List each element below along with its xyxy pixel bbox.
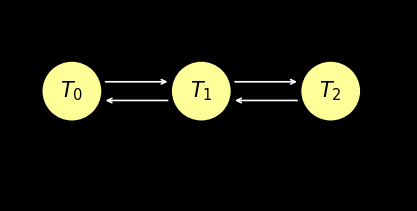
Text: $T_1$: $T_1$ [190,79,213,103]
Circle shape [301,61,361,121]
Text: $T_2$: $T_2$ [319,79,342,103]
Circle shape [42,61,102,121]
Text: $T_0$: $T_0$ [60,79,83,103]
Circle shape [171,61,231,121]
